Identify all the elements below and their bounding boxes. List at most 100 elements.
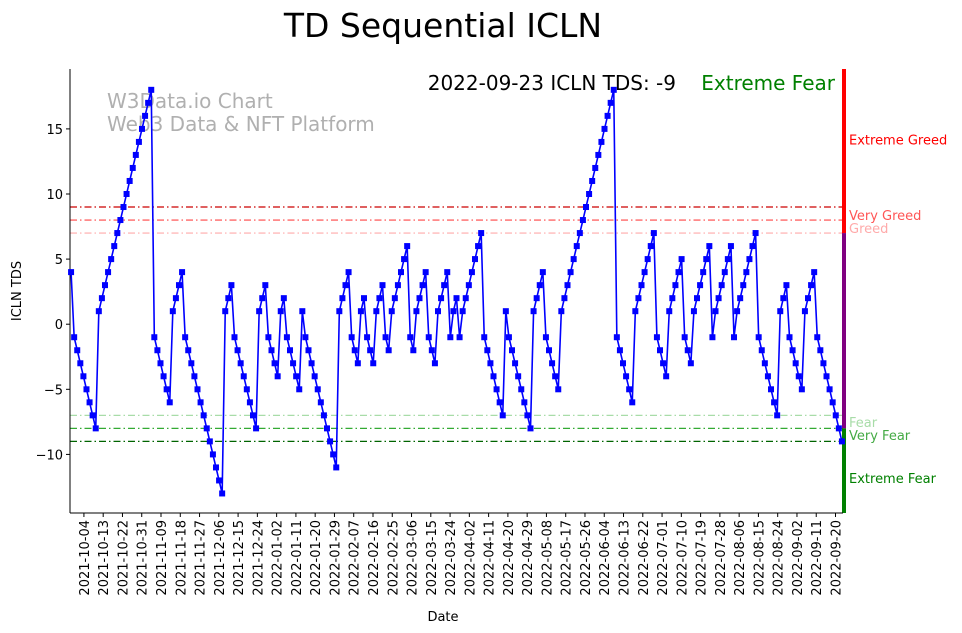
data-point [712,308,719,315]
data-point [567,269,574,276]
data-point [533,295,540,302]
data-point [601,125,608,132]
data-point [243,386,250,393]
data-point [154,347,161,354]
data-point [382,334,389,341]
data-point [761,360,768,367]
data-point [370,360,377,367]
data-point [650,230,657,237]
data-point [777,308,784,315]
x-tick-label: 2022-07-19 [695,520,710,596]
data-point [142,112,149,119]
data-point [487,360,494,367]
data-point [256,308,263,315]
x-tick-label: 2022-04-29 [521,520,536,596]
data-point [367,347,374,354]
data-point [675,269,682,276]
data-point [410,347,417,354]
y-tick-label: 0 [55,318,63,333]
data-point [684,347,691,354]
data-point [92,425,99,432]
data-point [105,269,112,276]
zone-label-3: Fear [849,416,878,431]
data-point [188,360,195,367]
data-point [280,295,287,302]
data-point [737,295,744,302]
data-point [339,295,346,302]
data-point [111,243,118,250]
data-point [465,282,472,289]
y-tick-label: −10 [36,448,63,463]
data-point [444,269,451,276]
data-point [138,125,145,132]
data-point [734,308,741,315]
data-point [151,334,158,341]
data-point [108,256,115,263]
data-point [472,256,479,263]
data-point [441,282,448,289]
data-point [450,308,457,315]
x-tick-label: 2021-12-06 [213,520,228,596]
data-point [509,347,516,354]
data-point [397,269,404,276]
data-point [212,464,219,471]
data-point [638,282,645,289]
data-point [320,412,327,419]
data-point [268,347,275,354]
data-point [586,190,593,197]
data-point [419,282,426,289]
data-point [317,399,324,406]
data-point [203,425,210,432]
data-point [629,399,636,406]
data-point [706,243,713,250]
data-point [660,360,667,367]
x-tick-label: 2022-08-24 [772,520,787,596]
data-point [524,412,531,419]
data-point [459,308,466,315]
data-point [376,295,383,302]
data-point [539,269,546,276]
zone-bar-1 [842,233,846,429]
data-point [740,282,747,289]
data-point [468,269,475,276]
data-point [530,308,537,315]
data-point [172,295,179,302]
data-point [681,334,688,341]
y-tick-label: 5 [55,253,63,268]
data-point [635,295,642,302]
data-point [715,295,722,302]
data-point [694,295,701,302]
data-point [129,164,136,171]
data-point [746,256,753,263]
data-point [345,269,352,276]
data-point [496,399,503,406]
data-point [216,477,223,484]
data-point [789,347,796,354]
data-point [764,373,771,380]
x-tick-label: 2022-05-08 [540,520,555,596]
data-point [795,373,802,380]
data-point [206,438,213,445]
x-tick-label: 2022-01-20 [309,520,324,596]
x-tick-label: 2022-04-20 [502,520,517,596]
data-point [83,386,90,393]
data-point [249,412,256,419]
data-point [700,269,707,276]
data-point [549,360,556,367]
data-point [536,282,543,289]
data-point [555,386,562,393]
data-point [373,308,380,315]
data-point [246,399,253,406]
data-point [228,282,235,289]
data-point [570,256,577,263]
x-tick-label: 2022-05-17 [560,520,575,596]
data-point [666,308,673,315]
zone-bar-2 [842,428,846,513]
x-tick-label: 2021-12-24 [251,520,266,596]
data-point [357,308,364,315]
data-point [71,334,78,341]
x-tick-label: 2022-02-16 [367,520,382,596]
y-tick-label: 10 [46,188,63,203]
data-point [499,412,506,419]
